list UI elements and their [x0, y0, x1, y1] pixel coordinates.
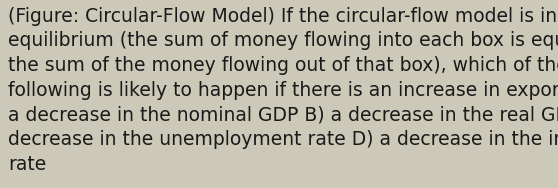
Text: (Figure: Circular-Flow Model) If the circular-flow model is in
equilibrium (the : (Figure: Circular-Flow Model) If the cir…: [8, 7, 558, 174]
